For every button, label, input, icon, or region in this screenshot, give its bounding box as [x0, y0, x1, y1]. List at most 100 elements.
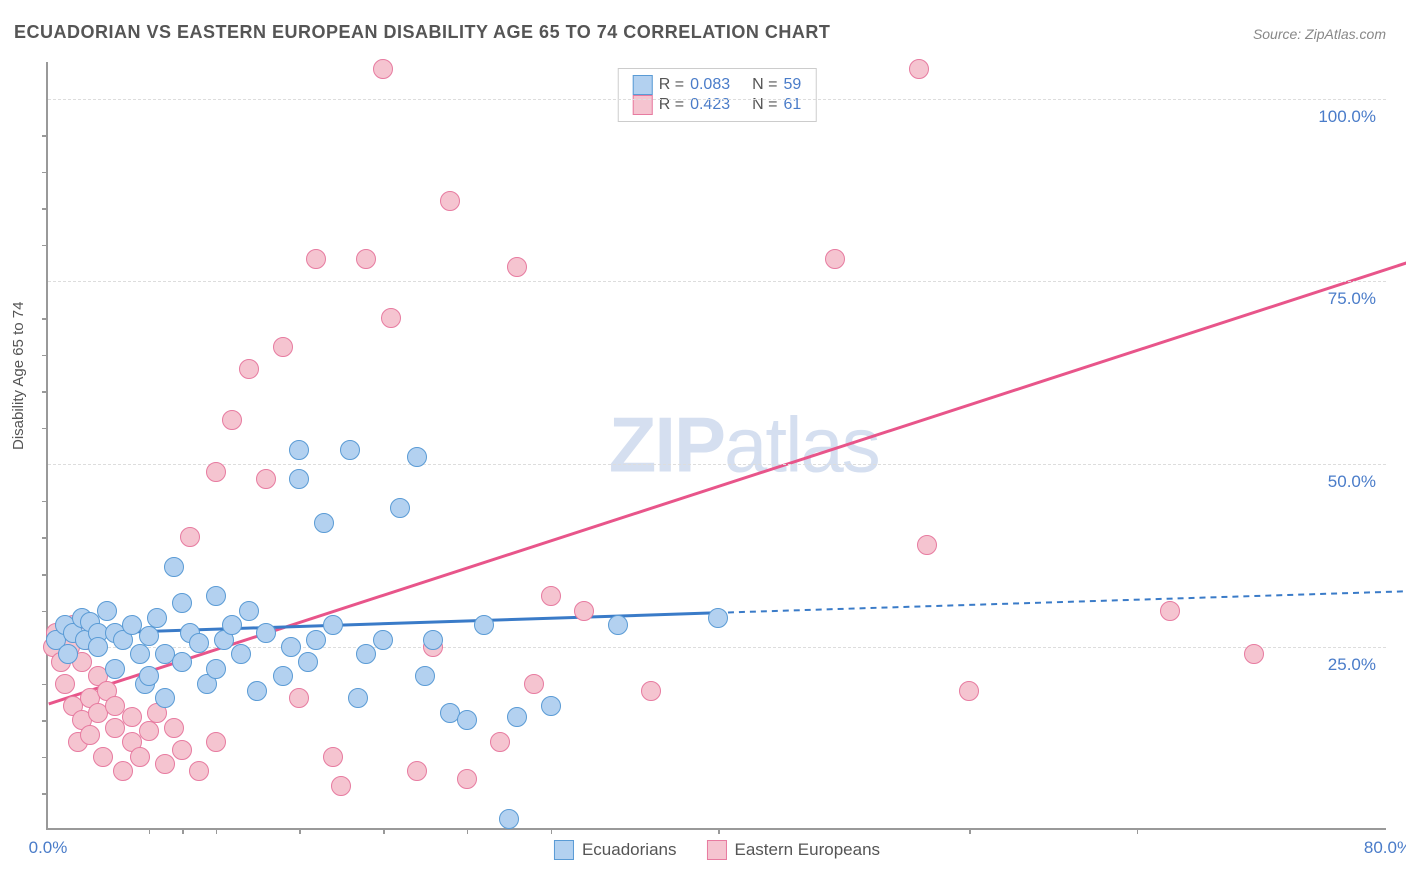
- data-point: [139, 666, 159, 686]
- correlation-legend: R = 0.083 N = 59 R = 0.423 N = 61: [618, 68, 817, 122]
- data-point: [147, 608, 167, 628]
- data-point: [155, 688, 175, 708]
- y-tick-mark: [42, 611, 48, 613]
- data-point: [356, 644, 376, 664]
- y-tick-mark: [42, 208, 48, 210]
- data-point: [959, 681, 979, 701]
- x-tick-mark: [383, 828, 385, 834]
- data-point: [474, 615, 494, 635]
- x-tick-mark: [467, 828, 469, 834]
- data-point: [130, 644, 150, 664]
- data-point: [641, 681, 661, 701]
- data-point: [256, 469, 276, 489]
- watermark-light: atlas: [724, 401, 879, 489]
- y-tick-mark: [42, 428, 48, 430]
- data-point: [407, 761, 427, 781]
- data-point: [231, 644, 251, 664]
- data-point: [206, 462, 226, 482]
- x-tick-mark: [969, 828, 971, 834]
- data-point: [189, 761, 209, 781]
- y-axis-label: Disability Age 65 to 74: [10, 302, 27, 450]
- data-point: [122, 707, 142, 727]
- bottom-legend: Ecuadorians Eastern Europeans: [554, 840, 880, 860]
- source-name: ZipAtlas.com: [1305, 26, 1386, 42]
- data-point: [1160, 601, 1180, 621]
- y-tick-mark: [42, 501, 48, 503]
- y-tick-mark: [42, 245, 48, 247]
- y-tick-mark: [42, 793, 48, 795]
- data-point: [490, 732, 510, 752]
- data-point: [507, 257, 527, 277]
- data-point: [423, 630, 443, 650]
- data-point: [139, 721, 159, 741]
- data-point: [139, 626, 159, 646]
- x-tick-label: 0.0%: [29, 838, 68, 858]
- watermark: ZIPatlas: [609, 400, 879, 491]
- data-point: [289, 469, 309, 489]
- data-point: [80, 725, 100, 745]
- data-point: [172, 593, 192, 613]
- x-tick-label: 80.0%: [1364, 838, 1406, 858]
- plot-area: ZIPatlas R = 0.083 N = 59 R = 0.423 N = …: [46, 62, 1386, 830]
- source-attribution: Source: ZipAtlas.com: [1253, 26, 1386, 42]
- data-point: [323, 615, 343, 635]
- data-point: [130, 747, 150, 767]
- y-tick-mark: [42, 318, 48, 320]
- bottom-swatch-ecuadorians: [554, 840, 574, 860]
- gridline-horizontal: [48, 464, 1386, 465]
- data-point: [247, 681, 267, 701]
- x-tick-mark: [1137, 828, 1139, 834]
- data-point: [93, 747, 113, 767]
- data-point: [206, 732, 226, 752]
- data-point: [457, 769, 477, 789]
- data-point: [289, 688, 309, 708]
- data-point: [440, 191, 460, 211]
- data-point: [340, 440, 360, 460]
- data-point: [239, 601, 259, 621]
- data-point: [105, 659, 125, 679]
- data-point: [164, 718, 184, 738]
- data-point: [155, 754, 175, 774]
- data-point: [331, 776, 351, 796]
- data-point: [373, 630, 393, 650]
- data-point: [306, 630, 326, 650]
- data-point: [222, 615, 242, 635]
- y-tick-mark: [42, 574, 48, 576]
- data-point: [206, 586, 226, 606]
- data-point: [909, 59, 929, 79]
- data-point: [206, 659, 226, 679]
- bottom-label-eastern-europeans: Eastern Europeans: [734, 840, 880, 860]
- data-point: [825, 249, 845, 269]
- data-point: [58, 644, 78, 664]
- data-point: [172, 740, 192, 760]
- data-point: [172, 652, 192, 672]
- bottom-swatch-eastern-europeans: [706, 840, 726, 860]
- y-tick-mark: [42, 355, 48, 357]
- y-tick-mark: [42, 391, 48, 393]
- bottom-legend-eastern-europeans: Eastern Europeans: [706, 840, 880, 860]
- data-point: [273, 337, 293, 357]
- data-point: [608, 615, 628, 635]
- data-point: [457, 710, 477, 730]
- r-value-ecuadorians: 0.083: [690, 76, 730, 94]
- y-tick-mark: [42, 720, 48, 722]
- data-point: [189, 633, 209, 653]
- data-point: [381, 308, 401, 328]
- data-point: [306, 249, 326, 269]
- source-prefix: Source:: [1253, 26, 1305, 42]
- data-point: [88, 637, 108, 657]
- legend-swatch-ecuadorians: [633, 75, 653, 95]
- data-point: [298, 652, 318, 672]
- data-point: [323, 747, 343, 767]
- x-tick-mark: [182, 828, 184, 834]
- data-point: [1244, 644, 1264, 664]
- data-point: [373, 59, 393, 79]
- data-point: [708, 608, 728, 628]
- data-point: [314, 513, 334, 533]
- data-point: [407, 447, 427, 467]
- data-point: [917, 535, 937, 555]
- bottom-label-ecuadorians: Ecuadorians: [582, 840, 677, 860]
- x-tick-mark: [551, 828, 553, 834]
- y-tick-mark: [42, 537, 48, 539]
- data-point: [348, 688, 368, 708]
